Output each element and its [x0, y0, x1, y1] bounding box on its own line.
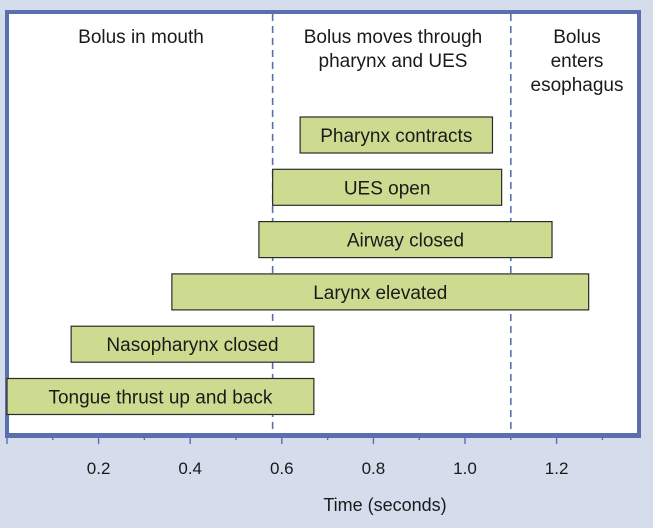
phase-label-1-line-1: Bolus in mouth [78, 27, 204, 48]
phase-label-2-line-2: pharynx and UES [319, 51, 468, 72]
x-tick-label-5: 1.0 [453, 459, 477, 478]
phase-label-3-line-1: Bolus [553, 27, 601, 48]
bar-1 [299, 116, 494, 154]
x-tick-label-1: 0.2 [87, 459, 111, 478]
phase-label-2-line-1: Bolus moves through [304, 27, 483, 48]
bar-3 [258, 221, 553, 259]
bar-5 [70, 325, 315, 363]
x-tick-label-4: 0.8 [362, 459, 386, 478]
bar-label-1: Pharynx contracts [320, 126, 472, 147]
bar-label-2: UES open [344, 178, 431, 199]
bar-2 [272, 168, 503, 206]
bar-group: Pharynx contracts UES open Airway closed La… [6, 116, 590, 416]
phase-label-3-line-2: enters [551, 51, 604, 72]
bar-label-3: Airway closed [347, 231, 464, 252]
x-axis: 0.2 0.4 0.6 0.8 1.0 1.2 [6, 433, 637, 478]
bar-6 [6, 377, 315, 416]
x-tick-label-2: 0.4 [178, 459, 202, 478]
bar-label-5: Nasopharynx closed [106, 335, 278, 356]
x-tick-label-6: 1.2 [545, 459, 569, 478]
phase-labels: Bolus in mouth Bolus moves through pharynx… [78, 27, 623, 96]
phase-label-3-line-3: esophagus [531, 75, 624, 96]
x-axis-title: Time (seconds) [323, 495, 446, 515]
bar-4 [171, 273, 590, 311]
x-tick-label-3: 0.6 [270, 459, 294, 478]
bar-label-4: Larynx elevated [313, 283, 447, 304]
bar-label-6: Tongue thrust up and back [48, 388, 272, 409]
